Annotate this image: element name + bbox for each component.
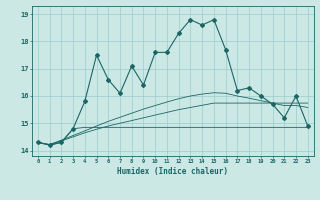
X-axis label: Humidex (Indice chaleur): Humidex (Indice chaleur) (117, 167, 228, 176)
